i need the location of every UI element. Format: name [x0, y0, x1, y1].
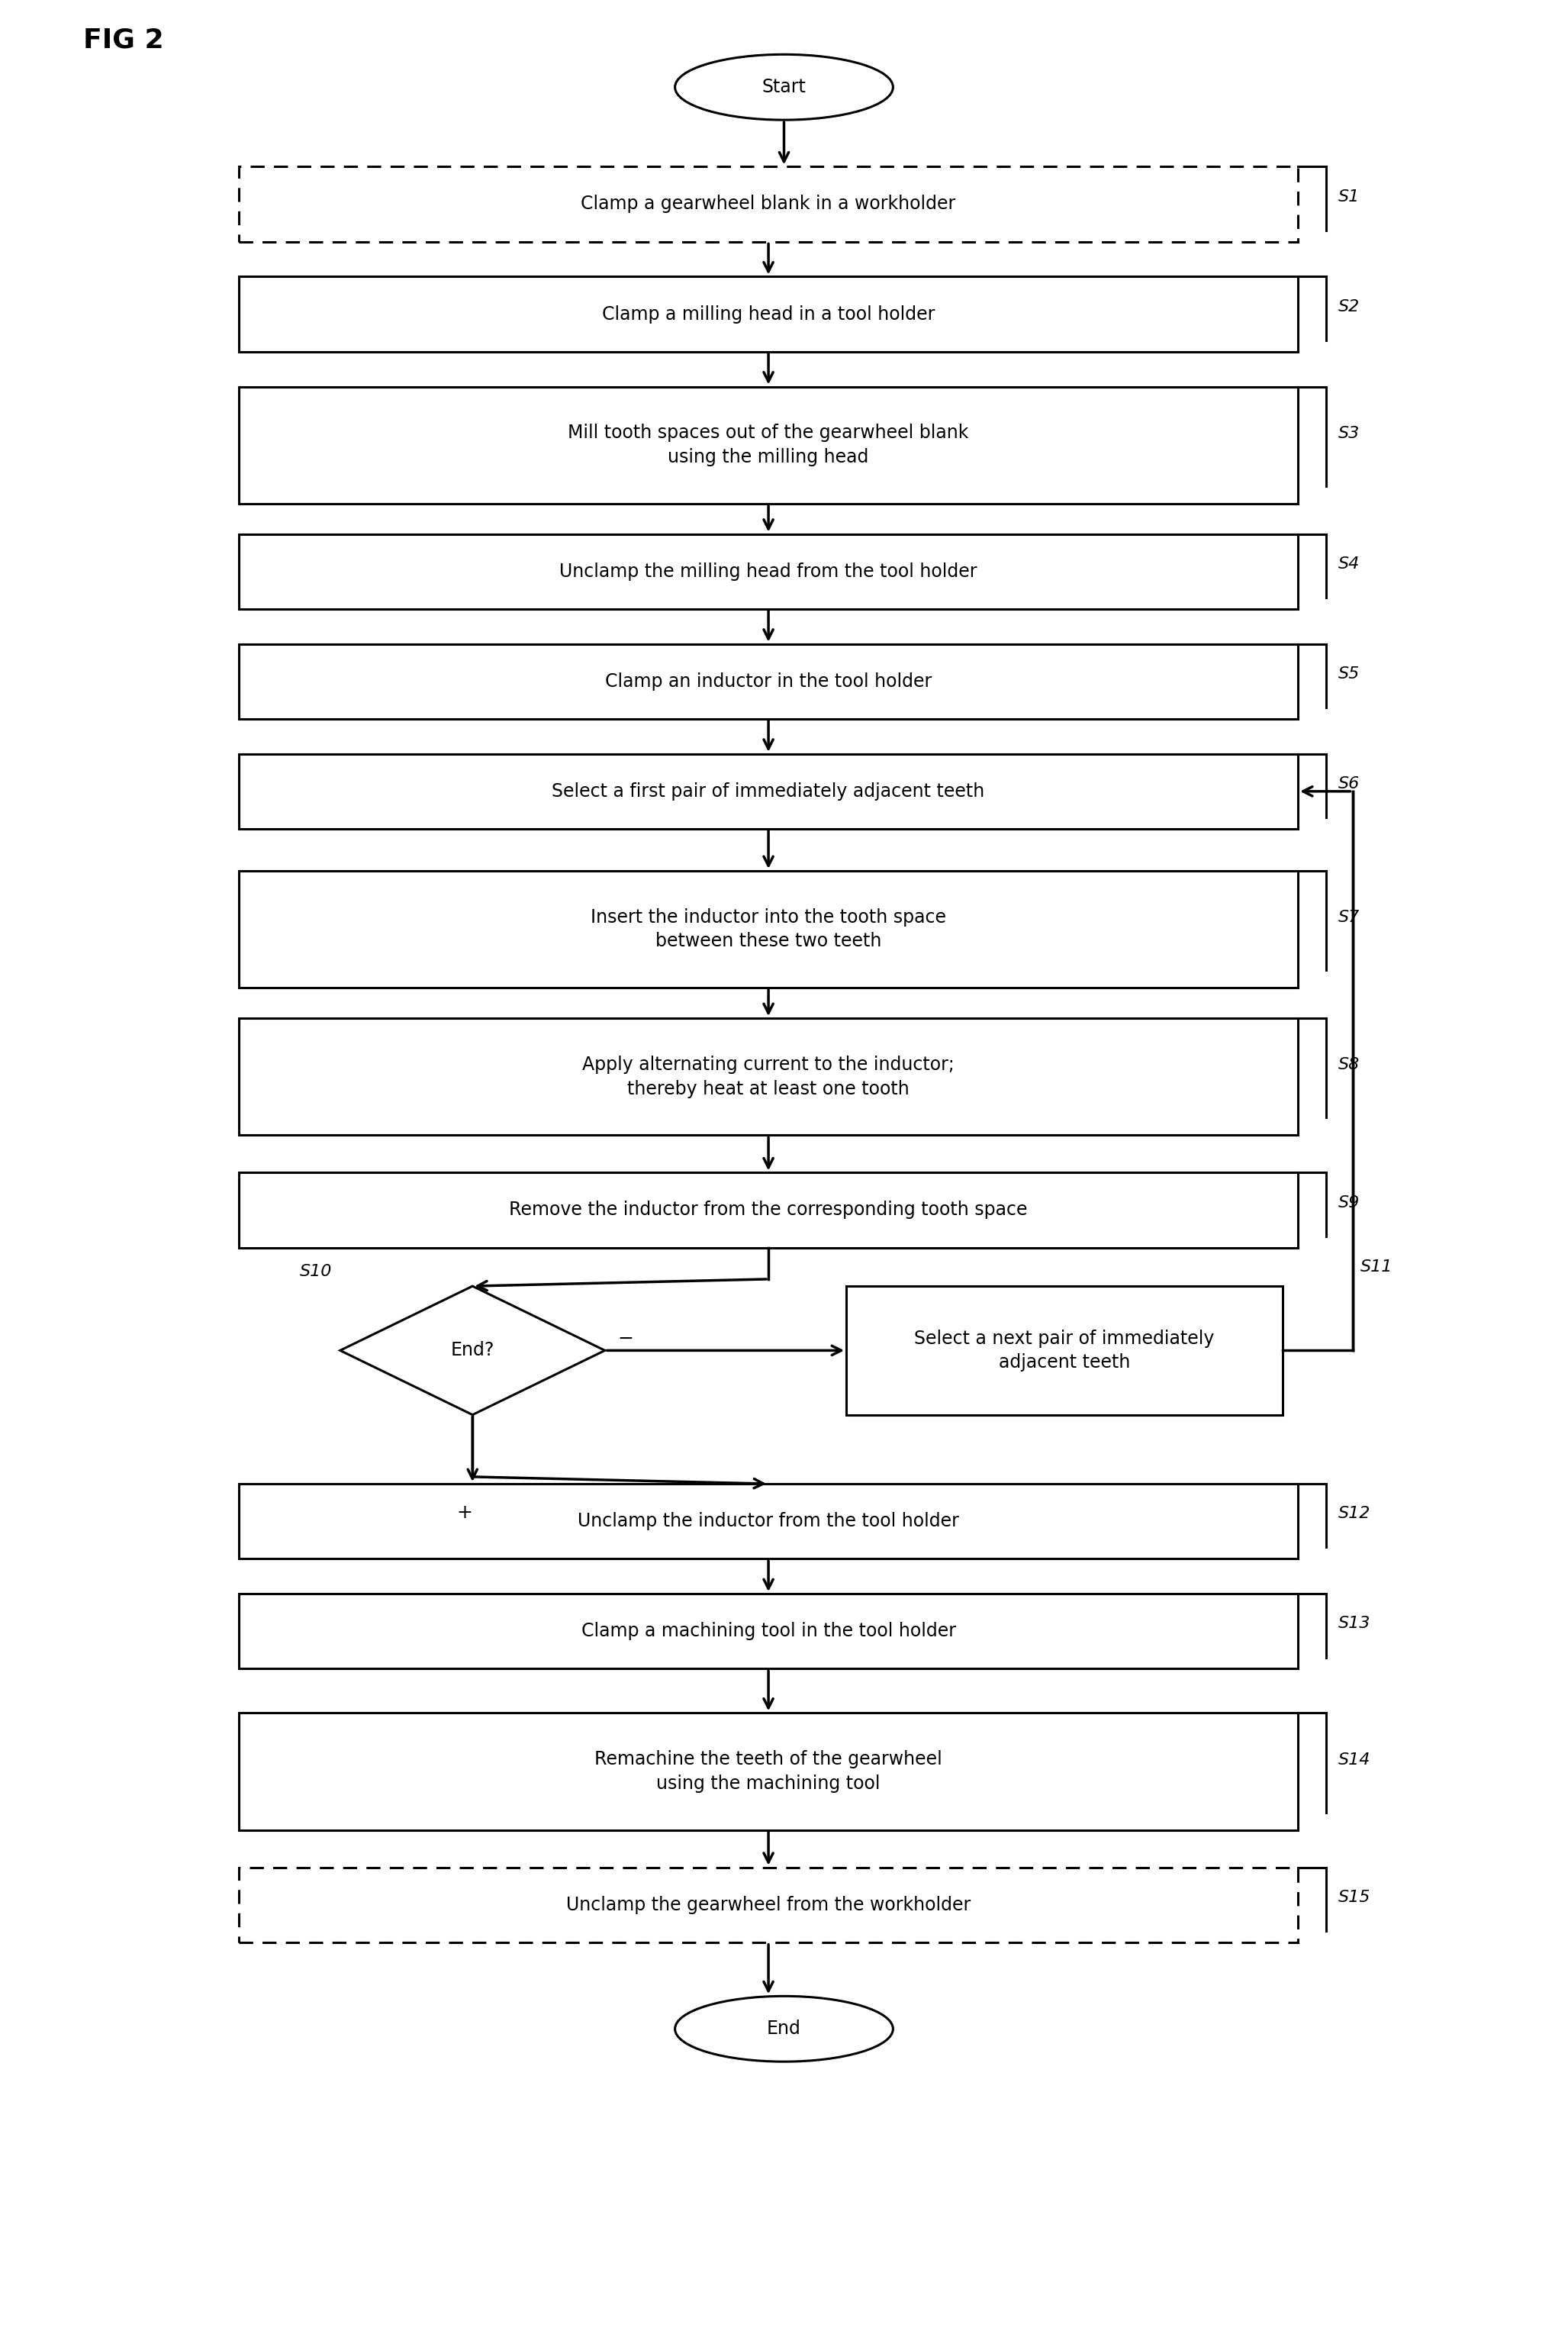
Text: Unclamp the gearwheel from the workholder: Unclamp the gearwheel from the workholde… — [566, 1896, 971, 1913]
Ellipse shape — [674, 54, 894, 120]
Polygon shape — [340, 1285, 605, 1415]
Text: S5: S5 — [1339, 667, 1359, 682]
Text: Insert the inductor into the tooth space
between these two teeth: Insert the inductor into the tooth space… — [591, 907, 946, 952]
Text: Remachine the teeth of the gearwheel
using the machining tool: Remachine the teeth of the gearwheel usi… — [594, 1751, 942, 1793]
Text: S2: S2 — [1339, 298, 1359, 315]
Bar — [238, 277, 1298, 352]
Text: Apply alternating current to the inductor;
thereby heat at least one tooth: Apply alternating current to the inducto… — [582, 1055, 955, 1097]
Bar — [238, 533, 1298, 609]
Text: FIG 2: FIG 2 — [83, 28, 163, 54]
Text: S1: S1 — [1339, 188, 1359, 204]
Text: S7: S7 — [1339, 909, 1359, 926]
Text: Start: Start — [762, 78, 806, 96]
Text: S3: S3 — [1339, 425, 1359, 442]
Text: S8: S8 — [1339, 1058, 1359, 1072]
Text: S12: S12 — [1339, 1506, 1370, 1520]
Text: End?: End? — [450, 1342, 494, 1361]
Text: Select a next pair of immediately
adjacent teeth: Select a next pair of immediately adjace… — [914, 1330, 1214, 1372]
Bar — [238, 754, 1298, 830]
Text: Unclamp the inductor from the tool holder: Unclamp the inductor from the tool holde… — [577, 1511, 960, 1530]
Bar — [238, 167, 1298, 242]
Text: Unclamp the milling head from the tool holder: Unclamp the milling head from the tool h… — [560, 562, 977, 580]
Text: S4: S4 — [1339, 557, 1359, 571]
Bar — [238, 872, 1298, 987]
Text: Mill tooth spaces out of the gearwheel blank
using the milling head: Mill tooth spaces out of the gearwheel b… — [568, 423, 969, 465]
Bar — [238, 1018, 1298, 1135]
Text: S9: S9 — [1339, 1194, 1359, 1210]
Bar — [238, 1593, 1298, 1668]
Bar — [238, 1483, 1298, 1558]
Text: Select a first pair of immediately adjacent teeth: Select a first pair of immediately adjac… — [552, 783, 985, 801]
Text: S6: S6 — [1339, 776, 1359, 792]
Bar — [238, 388, 1298, 503]
Bar — [238, 1713, 1298, 1831]
Bar — [847, 1285, 1283, 1415]
Text: S10: S10 — [299, 1264, 332, 1278]
Text: −: − — [618, 1330, 633, 1349]
Text: Clamp an inductor in the tool holder: Clamp an inductor in the tool holder — [605, 672, 931, 691]
Text: +: + — [456, 1504, 472, 1523]
Text: Clamp a machining tool in the tool holder: Clamp a machining tool in the tool holde… — [582, 1621, 956, 1640]
Text: S13: S13 — [1339, 1617, 1370, 1631]
Text: S11: S11 — [1359, 1260, 1392, 1274]
Bar — [238, 1868, 1298, 1943]
Ellipse shape — [674, 1995, 894, 2061]
Text: S15: S15 — [1339, 1889, 1370, 1906]
Text: Clamp a milling head in a tool holder: Clamp a milling head in a tool holder — [602, 306, 935, 324]
Text: Clamp a gearwheel blank in a workholder: Clamp a gearwheel blank in a workholder — [582, 195, 956, 214]
Text: End: End — [767, 2019, 801, 2037]
Bar — [238, 644, 1298, 719]
Text: Remove the inductor from the corresponding tooth space: Remove the inductor from the correspondi… — [510, 1201, 1027, 1220]
Bar — [238, 1173, 1298, 1248]
Text: S14: S14 — [1339, 1753, 1370, 1767]
